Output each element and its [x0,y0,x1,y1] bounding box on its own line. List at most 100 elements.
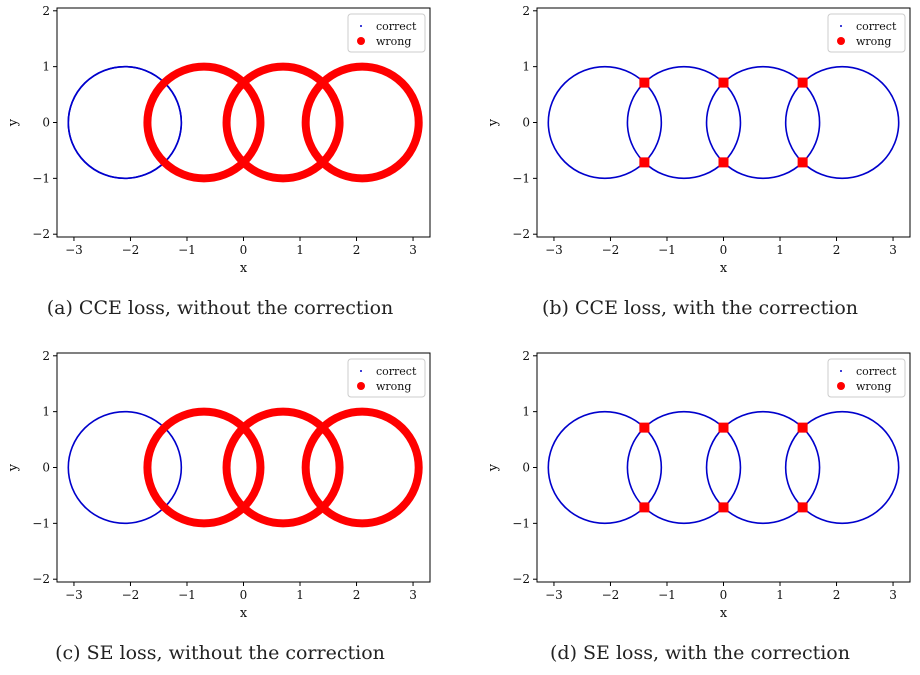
legend-label-wrong: wrong [376,380,411,393]
legend-marker-correct [360,25,362,27]
x-tick-label-4: 1 [776,243,784,257]
series-wrong-circle-2 [301,62,423,183]
scatter-plot-a: −3 −2 −1 0 1 2 3 −2 −1 0 1 2 x y correct wrong [6,4,431,276]
y-tick-label-3: 1 [522,405,530,419]
series-correct-circle-0 [547,65,663,180]
series-correct-circle-1 [626,65,742,180]
y-tick-label-2: 0 [42,116,50,130]
legend-box [827,358,906,398]
series-wrong-point-0 [639,77,650,88]
x-tick-label-1: −2 [602,243,620,257]
x-tick-label-5: 2 [833,588,841,602]
y-tick-label-1: −1 [32,171,50,185]
x-tick-label-3: 0 [720,243,728,257]
series-correct-circle-2 [705,65,821,180]
legend-label-correct: correct [856,20,897,33]
legend-label-wrong: wrong [856,35,891,48]
legend-marker-wrong [357,382,365,390]
series-wrong-point-1 [639,502,650,513]
legend-marker-wrong [837,37,845,45]
y-tick-label-4: 2 [522,349,530,363]
series-wrong-point-0 [639,422,650,433]
x-tick-label-1: −2 [122,588,140,602]
series-wrong-point-4 [797,422,808,433]
x-tick-label-0: −3 [545,243,563,257]
legend-label-correct: correct [856,365,897,378]
legend-label-wrong: wrong [856,380,891,393]
plot-area [67,407,423,528]
caption-d: (d) SE loss, with the correction [550,642,850,664]
series-wrong-point-2 [718,77,729,88]
x-tick-label-1: −2 [122,243,140,257]
x-tick-label-0: −3 [65,243,83,257]
legend-box [347,13,426,53]
y-tick-label-3: 1 [522,60,530,74]
y-tick-label-3: 1 [42,60,50,74]
y-tick-label-3: 1 [42,405,50,419]
legend: correct wrong [827,13,906,53]
legend-marker-correct [360,370,362,372]
legend: correct wrong [827,358,906,398]
x-tick-label-2: −1 [658,243,676,257]
x-tick-label-6: 3 [889,588,897,602]
plot-area [67,62,423,183]
x-tick-label-4: 1 [296,243,304,257]
x-tick-label-3: 0 [240,243,248,257]
series-correct-circle-3 [784,410,900,525]
y-tick-label-4: 2 [42,349,50,363]
x-axis-label: x [240,606,248,621]
series-wrong-point-4 [797,77,808,88]
y-tick-label-0: −2 [32,227,50,241]
y-tick-label-1: −1 [32,516,50,530]
subfigure-b: −3 −2 −1 0 1 2 3 −2 −1 0 1 2 x y correct wrong (b) CCE … [480,0,920,330]
series-wrong-point-1 [639,157,650,168]
subfigure-a: −3 −2 −1 0 1 2 3 −2 −1 0 1 2 x y correct wrong (a) CCE … [0,0,440,330]
x-tick-label-2: −1 [178,243,196,257]
x-tick-label-1: −2 [602,588,620,602]
series-wrong-point-5 [797,502,808,513]
series-wrong-point-5 [797,157,808,168]
series-wrong-circle-0 [143,407,265,528]
legend-marker-correct [840,370,842,372]
series-correct-circle-0 [67,410,183,525]
y-tick-label-2: 0 [522,116,530,130]
series-correct-circle-0 [547,410,663,525]
scatter-plot-d: −3 −2 −1 0 1 2 3 −2 −1 0 1 2 x y correct wrong [486,349,911,621]
series-wrong-point-2 [718,422,729,433]
legend-label-wrong: wrong [376,35,411,48]
x-tick-label-6: 3 [409,588,417,602]
plot-area [547,65,900,180]
x-tick-label-4: 1 [296,588,304,602]
x-tick-label-3: 0 [720,588,728,602]
y-axis-label: y [6,463,21,472]
x-axis-label: x [240,261,248,276]
y-axis-label: y [486,463,501,472]
y-tick-label-0: −2 [32,572,50,586]
x-tick-label-6: 3 [889,243,897,257]
y-tick-label-0: −2 [512,227,530,241]
legend-marker-wrong [357,37,365,45]
x-tick-label-3: 0 [240,588,248,602]
x-tick-label-5: 2 [353,588,361,602]
y-axis-label: y [486,118,501,127]
subfigure-c: −3 −2 −1 0 1 2 3 −2 −1 0 1 2 x y correct wrong (c) SE l… [0,345,440,675]
y-tick-label-2: 0 [42,461,50,475]
caption-b: (b) CCE loss, with the correction [541,297,859,319]
series-correct-circle-3 [784,65,900,180]
caption-a: (a) CCE loss, without the correction [46,297,394,319]
caption-c: (c) SE loss, without the correction [55,642,385,664]
y-tick-label-2: 0 [522,461,530,475]
series-wrong-circle-2 [301,407,423,528]
legend: correct wrong [347,13,426,53]
legend-label-correct: correct [376,20,417,33]
series-wrong-circle-1 [222,62,344,183]
subfigure-d: −3 −2 −1 0 1 2 3 −2 −1 0 1 2 x y correct wrong (d) SE l… [480,345,920,675]
y-tick-label-0: −2 [512,572,530,586]
x-tick-label-2: −1 [178,588,196,602]
x-tick-label-5: 2 [353,243,361,257]
y-tick-label-4: 2 [42,4,50,18]
legend: correct wrong [347,358,426,398]
x-tick-label-6: 3 [409,243,417,257]
legend-box [347,358,426,398]
y-tick-label-1: −1 [512,171,530,185]
